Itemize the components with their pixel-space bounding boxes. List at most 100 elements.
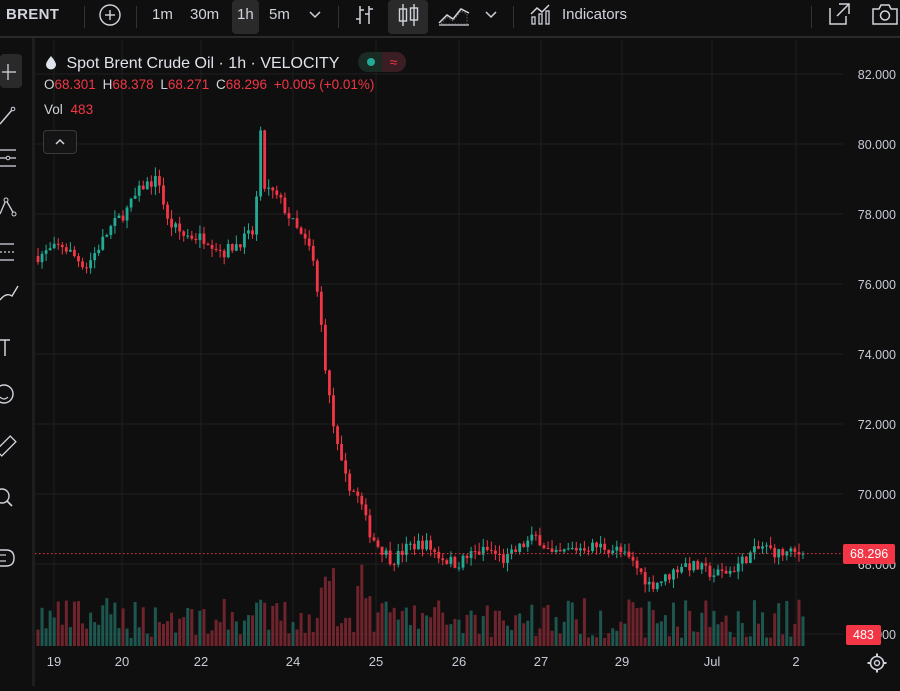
prediction-icon[interactable] <box>0 243 14 261</box>
price-chart[interactable]: 82.000 80.000 78.000 76.000 74.000 72.000 70.0… <box>35 38 900 686</box>
candle-body <box>692 561 696 571</box>
candle-body <box>234 244 238 251</box>
candle-body <box>417 540 420 550</box>
volume-bar <box>336 626 340 646</box>
volume-bar <box>125 628 129 646</box>
candle-body <box>437 551 441 559</box>
chart-settings-button[interactable] <box>864 650 890 676</box>
bars-style-button[interactable] <box>352 0 376 34</box>
volume-bar <box>166 621 170 646</box>
indicators-button[interactable]: Indicators <box>529 0 649 34</box>
interval-30m[interactable]: 30m <box>190 6 220 23</box>
candle-body <box>214 248 218 250</box>
candle-body <box>477 551 481 555</box>
candle-body <box>635 560 639 569</box>
fib-icon[interactable] <box>0 149 16 167</box>
candle-body <box>530 534 534 541</box>
candle-body <box>668 574 671 580</box>
interval-1h[interactable]: 1h <box>232 0 259 34</box>
volume-bar <box>789 636 793 646</box>
volume-bar <box>360 564 364 646</box>
area-style-button[interactable] <box>437 0 471 34</box>
volume-bar <box>133 601 137 646</box>
compare-symbol-button[interactable] <box>97 0 123 34</box>
volume-bar <box>777 603 781 646</box>
brush-icon[interactable] <box>0 285 19 301</box>
candle-body <box>542 545 546 549</box>
volume-bar <box>607 633 611 646</box>
ruler-icon[interactable] <box>0 435 17 457</box>
screenshot-button[interactable] <box>870 0 900 34</box>
candle-body <box>643 572 647 585</box>
interval-5m[interactable]: 5m <box>269 6 290 23</box>
volume-bar <box>429 617 433 646</box>
candle-body <box>639 568 643 573</box>
collapse-legend-button[interactable] <box>43 130 77 154</box>
text-icon[interactable] <box>0 339 10 356</box>
candle-body <box>149 181 153 187</box>
candle-body <box>323 324 327 371</box>
candle-body <box>558 549 562 552</box>
volume-bar <box>728 631 732 646</box>
candle-body <box>619 546 623 553</box>
volume-legend: Vol 483 <box>44 102 93 117</box>
candle-body <box>89 260 93 269</box>
volume-bar <box>81 623 85 646</box>
interval-dropdown[interactable] <box>306 0 324 34</box>
candle-body <box>364 504 368 516</box>
volume-bar <box>295 629 299 646</box>
volume-bar <box>740 623 744 646</box>
bar-chart-icon <box>356 6 373 24</box>
volume-bar <box>732 637 736 646</box>
volume-bar <box>736 611 740 646</box>
pattern-icon[interactable] <box>0 197 17 217</box>
candle-body <box>623 551 627 553</box>
candle-body <box>218 249 222 251</box>
candle-body <box>502 554 505 563</box>
volume-bar <box>554 617 558 646</box>
candle-body <box>514 549 518 552</box>
volume-bar <box>489 636 493 646</box>
candle-body <box>283 197 287 214</box>
candle-body <box>328 370 331 396</box>
candle-body <box>230 244 234 251</box>
fullscreen-button[interactable] <box>826 0 852 34</box>
drop-icon <box>46 56 56 70</box>
time-axis[interactable]: 19 20 22 24 25 26 27 29 Jul 2 <box>47 654 800 669</box>
volume-bar <box>469 610 473 646</box>
volume-bar <box>761 612 765 646</box>
price-axis[interactable]: 82.000 80.000 78.000 76.000 74.000 72.000 70.0… <box>858 68 896 642</box>
candle-body <box>769 545 773 548</box>
chart-type-dropdown[interactable] <box>482 0 500 34</box>
volume-bar <box>781 634 785 646</box>
volume-bar <box>344 617 348 646</box>
volume-bar <box>198 610 202 646</box>
emoji-icon[interactable] <box>0 384 14 404</box>
candle-body <box>133 195 137 199</box>
volume-bar <box>315 617 319 646</box>
magnet-icon[interactable] <box>0 549 15 567</box>
volume-bar <box>153 607 157 646</box>
volume-bar <box>307 614 311 646</box>
candle-body <box>704 563 708 566</box>
zoom-icon[interactable] <box>0 488 13 507</box>
volume-bar <box>720 621 724 646</box>
volume-bar <box>279 620 283 646</box>
interval-1m[interactable]: 1m <box>152 6 173 23</box>
volume-bar <box>230 612 234 646</box>
volume-bar <box>210 630 214 646</box>
candle-body <box>765 545 768 547</box>
volume-bar <box>510 630 514 646</box>
crosshair-icon[interactable] <box>0 54 22 88</box>
candle-body <box>522 543 526 548</box>
candle-body <box>368 515 372 538</box>
high-label: H <box>102 77 113 92</box>
candles-style-button[interactable] <box>388 0 428 34</box>
volume-bar <box>137 627 141 646</box>
candle-body <box>372 537 376 541</box>
symbol-search[interactable]: BRENT <box>6 6 60 23</box>
candle-body <box>449 556 453 564</box>
market-status-toggle[interactable]: ≈ <box>357 52 406 72</box>
candle-body <box>303 233 307 239</box>
trend-line-icon[interactable] <box>0 106 16 125</box>
